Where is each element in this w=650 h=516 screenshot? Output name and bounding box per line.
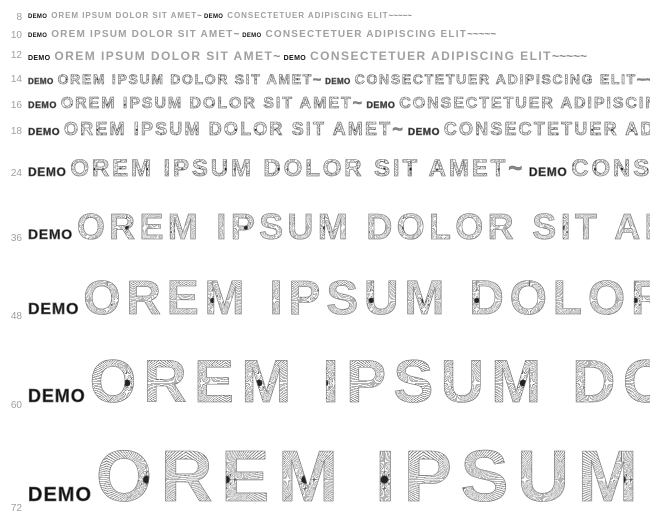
sample-text: DEMO OREM IPSUM DOLOR SIT AMET~ DEMO CONSE… (28, 72, 650, 87)
demo-tag: DEMO (204, 14, 223, 20)
separator: ~ (313, 72, 325, 87)
separator: ~ (508, 156, 529, 181)
phrase-a: OREM IPSUM DOLOR SIT AMET (51, 12, 197, 20)
demo-tag: DEMO (408, 128, 440, 139)
demo-tag: DEMO (28, 485, 92, 506)
size-label: 48 (0, 311, 28, 324)
phrase-a: OREM IPSUM DOLOR SIT AMET (64, 120, 392, 139)
sample-row-16: 16DEMOOREM IPSUM DOLOR SIT AMET~ DEMOCON… (0, 96, 650, 113)
demo-tag: DEMO (366, 101, 395, 110)
sample-text: DEMO OREM IPSUM DOLOR SIT AMET~ DEMO CONSE… (28, 50, 587, 63)
phrase-a: OREM IPSUM DOLOR SIT AMET (58, 72, 313, 87)
separator: ~~~~~ (637, 72, 650, 87)
separator: ~ (392, 120, 408, 139)
size-label: 10 (0, 30, 28, 43)
phrase-b: CONSECTETUER ADIPISCING ELIT (355, 72, 637, 87)
demo-tag: DEMO (28, 227, 73, 242)
size-label: 72 (0, 503, 28, 516)
sample-row-24: 24DEMOOREM IPSUM DOLOR SIT AMET~ DEMOCON… (0, 156, 650, 181)
demo-tag: DEMO (28, 101, 57, 110)
sample-row-72: 72DEMOOREM IPSUM DOLOR SIT AMET, CONSECT… (0, 440, 650, 516)
separator: ~ (273, 50, 283, 63)
phrase-a: OREM IPSUM DOLOR SIT AMET (51, 30, 233, 40)
demo-tag: DEMO (28, 55, 50, 62)
phrase-a: OREM IPSUM DOLOR SIT AMET (54, 50, 273, 63)
demo-tag: DEMO (242, 33, 261, 39)
phrase-b: CONSECTETUER ADIPISCING ELIT (571, 156, 650, 181)
phrase-a: OREM IPSUM DOLOR SIT AMET (77, 208, 650, 246)
sample-row-14: 14DEMOOREM IPSUM DOLOR SIT AMET~ DEMOCON… (0, 72, 650, 87)
demo-tag: DEMO (284, 55, 306, 62)
demo-tag: DEMO (28, 128, 60, 139)
separator: ~~~~~ (389, 12, 412, 20)
separator: ~ (197, 12, 204, 20)
demo-tag: DEMO (529, 166, 567, 179)
size-label: 60 (0, 400, 28, 413)
phrase-a: OREM IPSUM DOLOR SIT AMET (70, 156, 508, 181)
demo-tag: DEMO (325, 78, 351, 86)
phrase-b: CONSECTETUER ADIPISCING ELIT (310, 50, 552, 63)
separator: ~~~~~ (467, 30, 496, 40)
sample-row-8: 8DEMOOREM IPSUM DOLOR SIT AMET~ DEMOCONS… (0, 12, 650, 25)
demo-tag: DEMO (28, 302, 79, 319)
size-label: 16 (0, 100, 28, 113)
sample-row-48: 48DEMOOREM IPSUM DOLOR SIT AMET, CONSECT… (0, 274, 650, 324)
size-label: 14 (0, 74, 28, 87)
sample-text: DEMOOREM IPSUM DOLOR SIT AMET, CONSECTET… (28, 440, 650, 516)
sample-text: DEMO OREM IPSUM DOLOR SIT AMET~ DEMO CONSE… (28, 156, 650, 181)
sample-text: DEMO OREM IPSUM DOLOR SIT AMET~ DEMO CONSE… (28, 30, 496, 41)
size-label: 24 (0, 168, 28, 181)
separator: ~ (234, 30, 243, 40)
phrase-a: OREM IPSUM DOLOR SIT AMET (61, 96, 353, 112)
demo-tag: DEMO (28, 14, 47, 20)
sample-text: DEMO OREM IPSUM DOLOR SIT AMET~ DEMO CONSE… (28, 120, 650, 139)
sample-text: DEMOOREM IPSUM DOLOR SIT AMET~ DEMOCONSE… (28, 208, 650, 246)
phrase-long: OREM IPSUM DOLOR SIT AMET, CONSECTETUER … (96, 440, 650, 516)
sample-row-36: 36DEMOOREM IPSUM DOLOR SIT AMET~ DEMOCON… (0, 208, 650, 246)
separator: ~ (353, 96, 367, 112)
demo-tag: DEMO (28, 33, 47, 39)
demo-tag: DEMO (28, 78, 54, 86)
size-label: 8 (0, 12, 28, 25)
separator: ~~~~~ (552, 50, 587, 63)
size-label: 36 (0, 233, 28, 246)
demo-tag: DEMO (28, 387, 86, 406)
phrase-b: CONSECTETUER ADIPISCING ELIT (444, 120, 650, 139)
phrase-b: CONSECTETUER ADIPISCING ELIT (265, 30, 467, 40)
sample-row-10: 10DEMOOREM IPSUM DOLOR SIT AMET~ DEMOCON… (0, 30, 650, 43)
phrase-long: OREM IPSUM DOLOR SIT AMET, CONSECTETUER … (90, 350, 650, 413)
size-label: 12 (0, 50, 28, 63)
sample-row-18: 18DEMOOREM IPSUM DOLOR SIT AMET~ DEMOCON… (0, 120, 650, 139)
sample-text: DEMO OREM IPSUM DOLOR SIT AMET~ DEMO CONSE… (28, 12, 412, 20)
phrase-b: CONSECTETUER ADIPISCING ELIT (227, 12, 388, 20)
sample-text: DEMOOREM IPSUM DOLOR SIT AMET, CONSECTET… (28, 350, 650, 413)
phrase-b: CONSECTETUER ADIPISCING ELIT (399, 96, 650, 112)
size-label: 18 (0, 126, 28, 139)
sample-row-60: 60DEMOOREM IPSUM DOLOR SIT AMET, CONSECT… (0, 350, 650, 413)
sample-row-12: 12DEMOOREM IPSUM DOLOR SIT AMET~ DEMOCON… (0, 50, 650, 63)
sample-text: DEMO OREM IPSUM DOLOR SIT AMET~ DEMO CONSE… (28, 96, 650, 113)
sample-text: DEMOOREM IPSUM DOLOR SIT AMET, CONSECTET… (28, 274, 650, 324)
demo-tag: DEMO (28, 166, 66, 179)
phrase-long: OREM IPSUM DOLOR SIT AMET, CONSECTETUER … (83, 274, 650, 324)
